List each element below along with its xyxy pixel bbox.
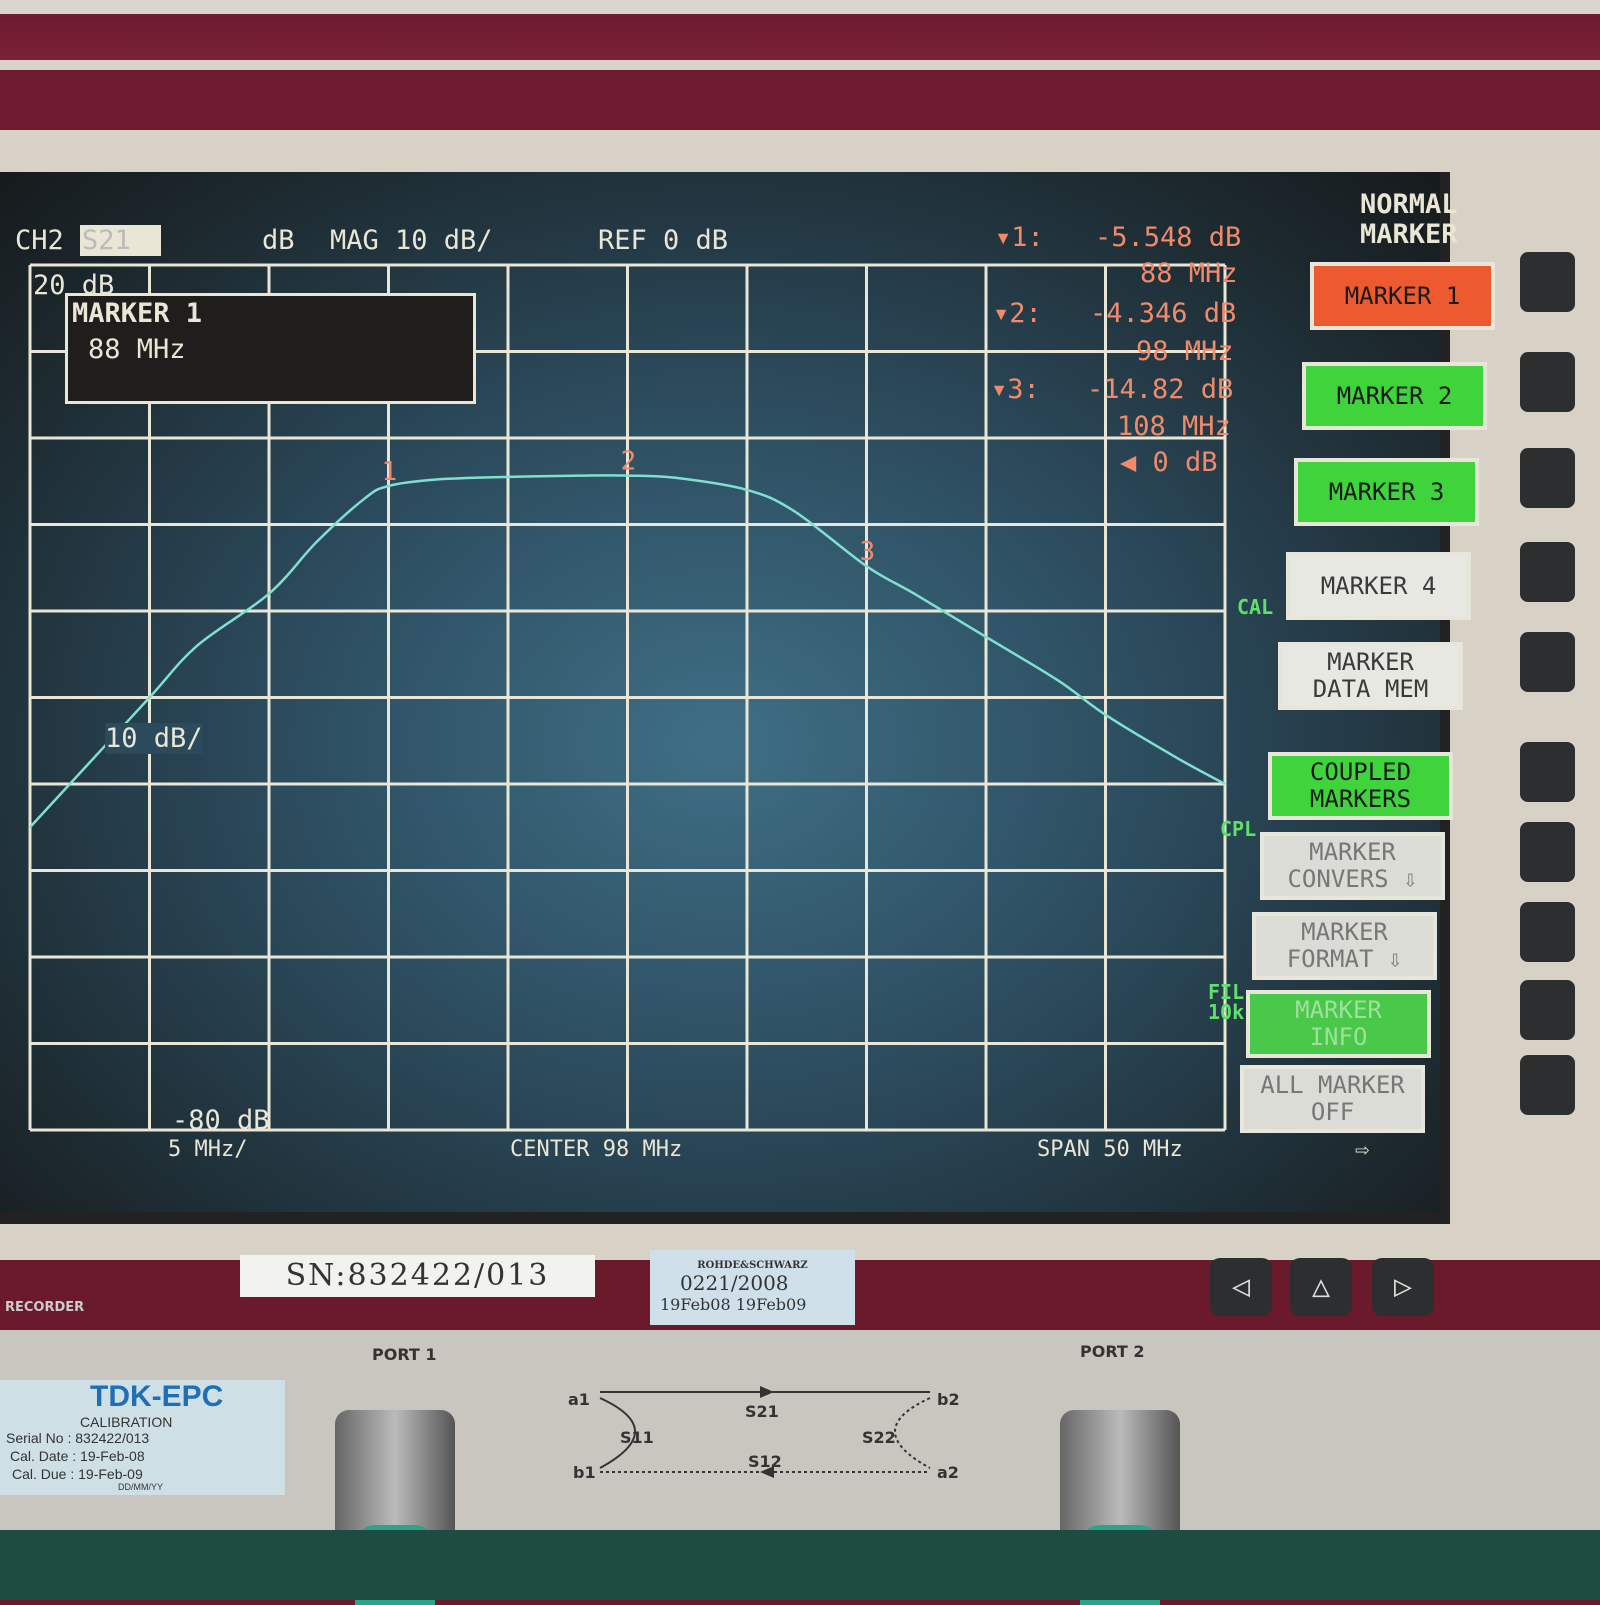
tdk-date-format: DD/MM/YY bbox=[118, 1482, 163, 1492]
coupled-status: CPL bbox=[1220, 817, 1257, 841]
instrument-top-panel bbox=[0, 0, 1600, 150]
softkey-marker-2[interactable]: MARKER 2 bbox=[1302, 362, 1487, 430]
trace-line bbox=[29, 474, 1226, 829]
marker-3-label: ▾3: bbox=[991, 374, 1040, 405]
softkey-marker-3[interactable]: MARKER 3 bbox=[1294, 458, 1479, 526]
softkey-coupled-markers[interactable]: COUPLED MARKERS bbox=[1268, 752, 1453, 820]
center-frequency: CENTER 98 MHz bbox=[510, 1137, 683, 1162]
marker-popup: MARKER 1 88 MHz bbox=[65, 293, 476, 404]
rs-brand: ROHDE&SCHWARZ bbox=[697, 1260, 808, 1271]
marker-3-freq: 108 MHz bbox=[1117, 411, 1231, 442]
cal-status: CAL bbox=[1237, 595, 1274, 619]
span-frequency: SPAN 50 MHz bbox=[1037, 1137, 1183, 1162]
rs-cal-number: 0221/2008 bbox=[680, 1271, 789, 1295]
a1-label: a1 bbox=[568, 1390, 590, 1409]
b1-label: b1 bbox=[573, 1463, 596, 1482]
softkey-label: MARKER INFO bbox=[1295, 996, 1382, 1051]
hardware-softkey-9[interactable] bbox=[1520, 980, 1575, 1040]
hardware-softkey-2[interactable] bbox=[1520, 352, 1575, 412]
s11-label: S11 bbox=[620, 1428, 654, 1447]
hardware-softkey-1[interactable] bbox=[1520, 252, 1575, 312]
parameter-label[interactable]: S21 bbox=[80, 225, 161, 256]
hardware-softkey-4[interactable] bbox=[1520, 542, 1575, 602]
marker-2-value: -4.346 dB bbox=[1090, 298, 1237, 329]
marker-popup-title: MARKER 1 bbox=[72, 298, 203, 329]
bench-surface bbox=[0, 1530, 1600, 1600]
softkey-all-marker-off[interactable]: ALL MARKER OFF bbox=[1240, 1065, 1425, 1133]
hardware-softkey-10[interactable] bbox=[1520, 1055, 1575, 1115]
hardware-softkey-6[interactable] bbox=[1520, 742, 1575, 802]
softkey-marker-info[interactable]: MARKER INFO bbox=[1246, 990, 1431, 1058]
tdk-title: CALIBRATION bbox=[80, 1414, 173, 1430]
marker-2-symbol: 2 bbox=[621, 447, 637, 477]
tdk-serial: Serial No : 832422/013 bbox=[6, 1430, 150, 1446]
b2-label: b2 bbox=[937, 1390, 960, 1409]
softkey-label: MARKER FORMAT ⇩ bbox=[1286, 918, 1403, 973]
softkey-label: MARKER 4 bbox=[1320, 571, 1437, 600]
per-div-label: 5 MHz/ bbox=[168, 1137, 248, 1162]
softkey-marker-format[interactable]: MARKER FORMAT ⇩ bbox=[1252, 912, 1437, 980]
marker-1-label: ▾1: bbox=[995, 222, 1044, 253]
softkey-menu-title: NORMAL MARKER bbox=[1360, 189, 1458, 250]
reference-level: REF 0 dB bbox=[598, 225, 729, 256]
marker-1-value: -5.548 dB bbox=[1095, 222, 1242, 253]
softkey-marker-4[interactable]: MARKER 4 bbox=[1286, 552, 1471, 620]
s21-label: S21 bbox=[745, 1402, 779, 1421]
marker-1-freq: 88 MHz bbox=[1140, 258, 1238, 289]
filter-status: FIL bbox=[1208, 980, 1245, 1004]
marker-3-value: -14.82 dB bbox=[1087, 374, 1234, 405]
up-arrow-button[interactable]: △ bbox=[1290, 1258, 1352, 1316]
filter-bandwidth: 10k bbox=[1208, 1000, 1245, 1024]
softkey-label: COUPLED MARKERS bbox=[1309, 758, 1412, 813]
scale-label: 10 dB/ bbox=[105, 723, 203, 754]
hardware-softkey-3[interactable] bbox=[1520, 448, 1575, 508]
marker-2-label: ▾2: bbox=[993, 298, 1042, 329]
tdk-cal-due: Cal. Due : 19-Feb-09 bbox=[12, 1466, 143, 1482]
s-parameter-diagram bbox=[599, 1386, 931, 1478]
hardware-softkey-8[interactable] bbox=[1520, 902, 1575, 962]
left-arrow-button[interactable]: ◁ bbox=[1210, 1258, 1272, 1316]
ref-indicator: ◀ 0 dB bbox=[1120, 447, 1218, 478]
softkey-label: ALL MARKER OFF bbox=[1260, 1071, 1405, 1126]
s22-label: S22 bbox=[862, 1428, 896, 1447]
port2-label: PORT 2 bbox=[1080, 1342, 1145, 1361]
format-unit: dB bbox=[262, 225, 295, 256]
hardware-softkey-5[interactable] bbox=[1520, 632, 1575, 692]
tdk-cal-date: Cal. Date : 19-Feb-08 bbox=[10, 1448, 145, 1464]
hardware-softkey-7[interactable] bbox=[1520, 822, 1575, 882]
rs-calibration-sticker: ROHDE&SCHWARZ 0221/2008 19Feb08 19Feb09 bbox=[650, 1250, 855, 1325]
s12-label: S12 bbox=[748, 1452, 782, 1471]
rs-cal-dates: 19Feb08 19Feb09 bbox=[660, 1295, 807, 1314]
marker-popup-value: 88 MHz bbox=[88, 334, 186, 365]
marker-1-symbol: 1 bbox=[382, 457, 398, 487]
next-arrow-icon[interactable]: ⇨ bbox=[1355, 1135, 1370, 1163]
tdk-brand: TDK-EPC bbox=[90, 1380, 224, 1413]
right-arrow-button[interactable]: ▷ bbox=[1372, 1258, 1434, 1316]
bottom-scale-label: -80 dB bbox=[172, 1105, 270, 1136]
softkey-marker-1[interactable]: MARKER 1 bbox=[1310, 262, 1495, 330]
softkey-label: MARKER CONVERS ⇩ bbox=[1287, 838, 1418, 893]
a2-label: a2 bbox=[937, 1463, 959, 1482]
format-scale: MAG 10 dB/ bbox=[330, 225, 493, 256]
serial-label: SN:832422/013 bbox=[240, 1255, 595, 1297]
softkey-marker-data-mem[interactable]: MARKER DATA MEM bbox=[1278, 642, 1463, 710]
softkey-marker-convers[interactable]: MARKER CONVERS ⇩ bbox=[1260, 832, 1445, 900]
marker-3-symbol: 3 bbox=[860, 537, 876, 567]
channel-label: CH2 bbox=[15, 225, 64, 256]
softkey-label: MARKER 2 bbox=[1336, 381, 1453, 410]
tdk-calibration-sticker: TDK-EPC CALIBRATION Serial No : 832422/0… bbox=[0, 1380, 285, 1495]
softkey-label: MARKER 3 bbox=[1328, 477, 1445, 506]
recorder-label: RECORDER bbox=[5, 1300, 85, 1315]
marker-2-freq: 98 MHz bbox=[1136, 336, 1234, 367]
softkey-label: MARKER DATA MEM bbox=[1312, 648, 1429, 703]
port1-label: PORT 1 bbox=[372, 1345, 437, 1364]
softkey-label: MARKER 1 bbox=[1344, 281, 1461, 310]
